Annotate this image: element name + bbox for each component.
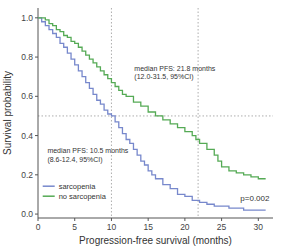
y-tick-label: 1.0 xyxy=(21,13,33,23)
x-tick xyxy=(38,218,39,221)
legend-entry: sarcopenia xyxy=(59,182,97,191)
y-tick xyxy=(35,96,38,97)
y-tick-label: 0.4 xyxy=(21,131,33,141)
legend: sarcopeniano sarcopenia xyxy=(43,182,107,201)
x-tick-label: 5 xyxy=(72,222,77,232)
y-tick xyxy=(35,214,38,215)
x-tick-label: 25 xyxy=(217,222,227,232)
y-axis-label: Survival probability xyxy=(2,71,13,155)
y-tick xyxy=(35,174,38,175)
annotation-line: (12.0-31.5, 95%CI) xyxy=(134,73,193,81)
x-axis-label: Progression-free survival (months) xyxy=(79,235,232,246)
annotation-line: p=0.002 xyxy=(240,194,270,203)
y-tick xyxy=(35,57,38,58)
x-tick xyxy=(148,218,149,221)
chart: 0.0 0.2 0.4 0.6 0.8 1.0 0 5 10 15 20 25 30 Progressio… xyxy=(0,0,281,248)
annotation: median PFS: 21.8 months(12.0-31.5, 95%CI… xyxy=(134,65,215,81)
step-curve xyxy=(38,18,266,210)
x-tick xyxy=(74,218,75,221)
x-tick xyxy=(258,218,259,221)
annotation-line: median PFS: 10.5 months xyxy=(47,147,128,154)
x-tick xyxy=(184,218,185,221)
y-axis-line xyxy=(38,8,39,218)
x-tick xyxy=(111,218,112,221)
legend-swatch xyxy=(43,185,55,187)
y-tick xyxy=(35,17,38,18)
x-tick-label: 10 xyxy=(107,222,117,232)
annotation-line: (8.6-12.4, 95%CI) xyxy=(47,156,102,164)
x-tick-label: 20 xyxy=(180,222,190,232)
plot-area xyxy=(38,18,266,210)
y-tick xyxy=(35,135,38,136)
y-tick-label: 0.2 xyxy=(21,170,33,180)
annotation-line: median PFS: 21.8 months xyxy=(134,65,215,72)
x-tick-label: 0 xyxy=(36,222,41,232)
annotation: p=0.002 xyxy=(240,194,270,203)
y-tick-label: 0.8 xyxy=(21,52,33,62)
reference-vline xyxy=(198,8,199,218)
y-tick-label: 0.0 xyxy=(21,209,33,219)
x-tick-label: 15 xyxy=(143,222,153,232)
reference-vline xyxy=(111,8,112,218)
x-tick xyxy=(221,218,222,221)
legend-entry: no sarcopenia xyxy=(59,192,107,201)
x-tick-label: 30 xyxy=(254,222,264,232)
x-axis-line xyxy=(38,218,273,219)
annotation: median PFS: 10.5 months (8.6-12.4, 95%CI) xyxy=(47,147,128,163)
y-tick-label: 0.6 xyxy=(21,91,33,101)
legend-swatch xyxy=(43,195,55,197)
reference-lines xyxy=(38,8,273,218)
step-curve xyxy=(38,18,266,179)
